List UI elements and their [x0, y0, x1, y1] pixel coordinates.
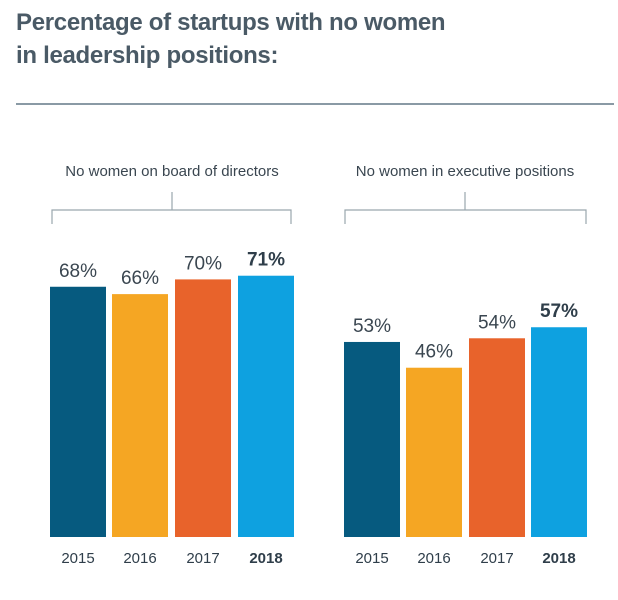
x-tick-executive-2015: 2015 [355, 550, 388, 567]
x-tick-executive-2018: 2018 [542, 550, 575, 567]
value-label-executive-2016: 46% [415, 342, 453, 363]
bar-board-2016 [112, 294, 168, 537]
title-divider [16, 103, 614, 105]
value-label-executive-2017: 54% [478, 312, 516, 333]
chart-title: Percentage of startups with no women in … [16, 9, 446, 69]
value-label-board-2015: 68% [59, 261, 97, 282]
bar-executive-2018 [531, 327, 587, 537]
bar-board-2018 [238, 275, 294, 537]
x-tick-board-2015: 2015 [61, 550, 94, 567]
x-tick-board-2017: 2017 [186, 550, 219, 567]
x-tick-executive-2016: 2016 [417, 550, 450, 567]
panel-title-board: No women on board of directors [65, 163, 278, 180]
bar-executive-2017 [469, 338, 525, 537]
value-label-board-2018: 71% [247, 250, 285, 271]
bar-board-2015 [50, 286, 106, 537]
value-label-executive-2018: 57% [540, 301, 578, 322]
x-tick-board-2016: 2016 [123, 550, 156, 567]
panel-bracket-executive [344, 192, 587, 224]
value-label-board-2017: 70% [184, 253, 222, 274]
bar-board-2017 [175, 279, 231, 537]
bar-executive-2015 [344, 341, 400, 537]
x-tick-board-2018: 2018 [249, 550, 282, 567]
panel-title-executive: No women in executive positions [356, 163, 574, 180]
value-label-executive-2015: 53% [353, 316, 391, 337]
x-tick-executive-2017: 2017 [480, 550, 513, 567]
panel-bracket-board [51, 192, 292, 224]
value-label-board-2016: 66% [121, 268, 159, 289]
bar-executive-2016 [406, 367, 462, 537]
